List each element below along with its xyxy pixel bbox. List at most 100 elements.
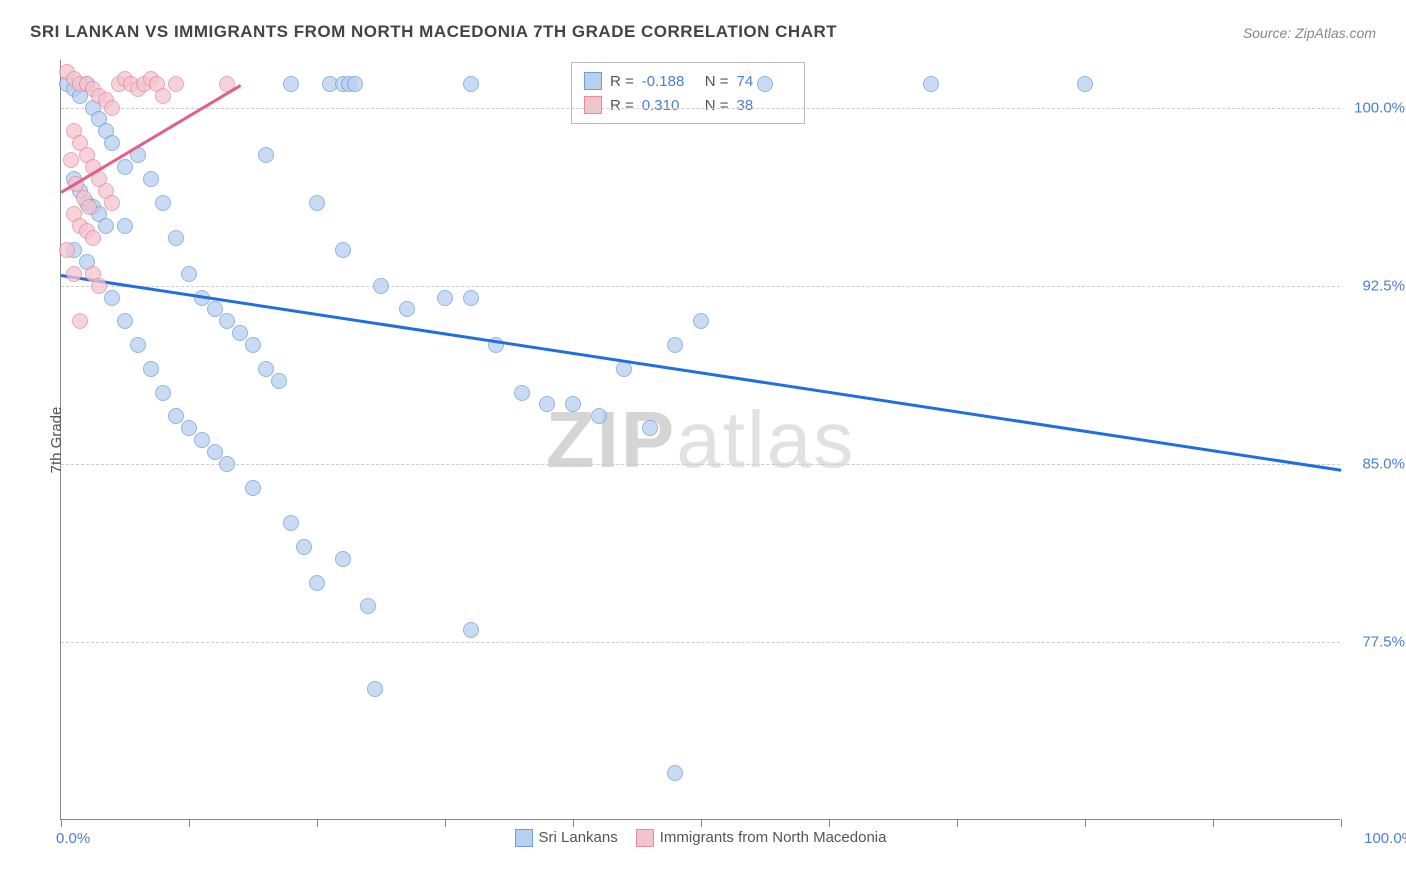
data-point <box>335 242 351 258</box>
data-point <box>130 337 146 353</box>
legend-item-2: Immigrants from North Macedonia <box>636 829 887 847</box>
data-point <box>155 385 171 401</box>
data-point <box>168 408 184 424</box>
data-point <box>360 598 376 614</box>
data-point <box>514 385 530 401</box>
data-point <box>155 88 171 104</box>
data-point <box>219 313 235 329</box>
data-point <box>309 575 325 591</box>
data-point <box>565 396 581 412</box>
data-point <box>539 396 555 412</box>
x-tick <box>701 819 702 827</box>
x-tick <box>1213 819 1214 827</box>
data-point <box>72 313 88 329</box>
y-tick-label: 100.0% <box>1354 99 1405 116</box>
gridline <box>61 464 1340 465</box>
series-1-swatch <box>584 72 602 90</box>
data-point <box>399 301 415 317</box>
x-axis-min-label: 0.0% <box>56 830 90 847</box>
stats-row-2: R = 0.310 N = 38 <box>584 93 792 117</box>
data-point <box>347 76 363 92</box>
data-point <box>104 195 120 211</box>
y-tick-label: 85.0% <box>1362 455 1405 472</box>
data-point <box>117 313 133 329</box>
x-tick <box>317 819 318 827</box>
data-point <box>207 444 223 460</box>
data-point <box>81 199 97 215</box>
x-tick <box>957 819 958 827</box>
stats-legend: R = -0.188 N = 74 R = 0.310 N = 38 <box>571 62 805 124</box>
watermark: ZIPatlas <box>546 394 855 486</box>
data-point <box>91 278 107 294</box>
data-point <box>463 622 479 638</box>
data-point <box>117 159 133 175</box>
chart-title: SRI LANKAN VS IMMIGRANTS FROM NORTH MACE… <box>30 22 837 42</box>
chart-container: SRI LANKAN VS IMMIGRANTS FROM NORTH MACE… <box>0 0 1406 892</box>
data-point <box>245 480 261 496</box>
data-point <box>59 242 75 258</box>
x-tick <box>1085 819 1086 827</box>
data-point <box>1077 76 1093 92</box>
data-point <box>168 230 184 246</box>
data-point <box>437 290 453 306</box>
y-tick-label: 92.5% <box>1362 277 1405 294</box>
data-point <box>155 195 171 211</box>
legend-swatch-1 <box>515 829 533 847</box>
data-point <box>757 76 773 92</box>
data-point <box>296 539 312 555</box>
series-1-r: -0.188 <box>642 73 697 90</box>
x-axis-max-label: 100.0% <box>1364 830 1406 847</box>
legend-swatch-2 <box>636 829 654 847</box>
data-point <box>181 420 197 436</box>
data-point <box>117 218 133 234</box>
data-point <box>63 152 79 168</box>
data-point <box>104 135 120 151</box>
data-point <box>143 361 159 377</box>
x-tick <box>445 819 446 827</box>
gridline <box>61 108 1340 109</box>
data-point <box>271 373 287 389</box>
series-2-swatch <box>584 96 602 114</box>
data-point <box>367 681 383 697</box>
data-point <box>309 195 325 211</box>
source-attribution: Source: ZipAtlas.com <box>1243 25 1376 41</box>
data-point <box>168 76 184 92</box>
data-point <box>245 337 261 353</box>
data-point <box>104 290 120 306</box>
data-point <box>258 147 274 163</box>
data-point <box>283 515 299 531</box>
gridline <box>61 642 1340 643</box>
data-point <box>591 408 607 424</box>
series-2-r: 0.310 <box>642 97 697 114</box>
data-point <box>66 266 82 282</box>
data-point <box>232 325 248 341</box>
gridline <box>61 286 1340 287</box>
data-point <box>693 313 709 329</box>
y-tick-label: 77.5% <box>1362 633 1405 650</box>
data-point <box>181 266 197 282</box>
data-point <box>258 361 274 377</box>
data-point <box>373 278 389 294</box>
data-point <box>104 100 120 116</box>
data-point <box>642 420 658 436</box>
data-point <box>667 765 683 781</box>
data-point <box>463 290 479 306</box>
data-point <box>667 337 683 353</box>
bottom-legend: Sri Lankans Immigrants from North Macedo… <box>515 829 887 847</box>
x-tick <box>829 819 830 827</box>
data-point <box>194 432 210 448</box>
x-tick <box>1341 819 1342 827</box>
data-point <box>98 218 114 234</box>
data-point <box>207 301 223 317</box>
data-point <box>335 551 351 567</box>
legend-item-1: Sri Lankans <box>515 829 618 847</box>
x-tick <box>573 819 574 827</box>
data-point <box>283 76 299 92</box>
x-tick <box>189 819 190 827</box>
data-point <box>143 171 159 187</box>
series-2-n: 38 <box>737 97 792 114</box>
data-point <box>923 76 939 92</box>
data-point <box>463 76 479 92</box>
x-tick <box>61 819 62 827</box>
trend-line <box>61 274 1341 471</box>
